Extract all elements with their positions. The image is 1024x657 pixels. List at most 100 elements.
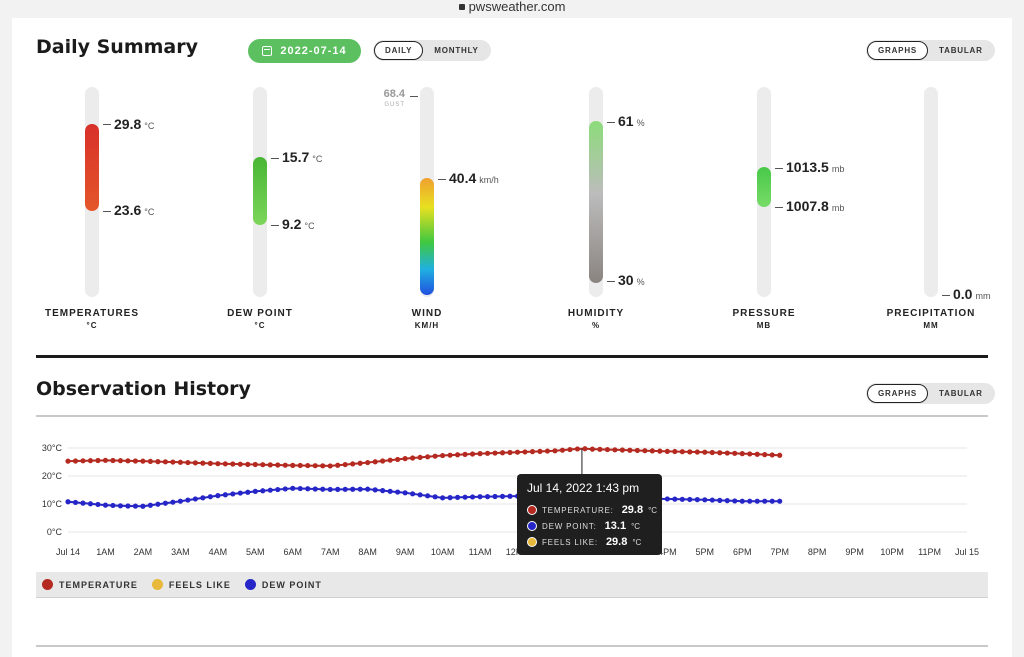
- dew-point-point: [769, 498, 775, 504]
- temperature-point: [425, 454, 431, 460]
- pressure-high-value: 1013.5 mb: [786, 159, 845, 175]
- x-tick-label: 3AM: [171, 547, 190, 557]
- dew-point-point: [372, 487, 378, 493]
- wind-gust-label: GUST: [384, 102, 405, 108]
- temperature-low-value: 23.6 °C: [114, 202, 155, 218]
- dew-point-point: [365, 486, 371, 492]
- x-tick-label: Jul 15: [955, 547, 979, 557]
- temperature-point: [72, 458, 79, 464]
- dew-point-point: [342, 486, 348, 492]
- dew-point-point: [117, 503, 124, 509]
- temperature-point: [747, 451, 753, 457]
- dew-point-point: [132, 503, 139, 509]
- date-label: 2022-07-14: [280, 45, 347, 57]
- temperature-point: [230, 461, 236, 467]
- temperature-point: [694, 449, 700, 455]
- x-tick-label: 8AM: [358, 547, 377, 557]
- dew-point-point: [275, 486, 281, 493]
- x-tick-label: 10AM: [431, 547, 455, 557]
- dew-point-point: [290, 485, 296, 491]
- x-tick-label: 5AM: [246, 547, 265, 557]
- temperature-point: [492, 450, 498, 456]
- address-bar[interactable]: pwsweather.com: [0, 0, 1024, 18]
- dew-point-point: [462, 494, 468, 500]
- dew-point-point: [140, 503, 146, 509]
- temperature-point: [469, 451, 476, 457]
- temperature-point: [260, 462, 266, 468]
- dew-point-point: [222, 492, 228, 498]
- history-graphs-option[interactable]: GRAPHS: [867, 384, 929, 403]
- temperature-point: [170, 459, 176, 465]
- legend-dew-point[interactable]: DEW POINT: [244, 579, 322, 590]
- temperature-point: [739, 451, 745, 457]
- temperature-point: [484, 450, 491, 456]
- temperature-point: [267, 462, 273, 468]
- dew-point-point: [297, 485, 303, 492]
- temperature-point: [507, 449, 513, 456]
- humidity-unit-label: %: [591, 321, 601, 330]
- wind-gust-value: 68.4: [383, 88, 405, 100]
- history-tabular-option[interactable]: TABULAR: [939, 389, 983, 398]
- temperature-point: [110, 457, 116, 464]
- dew-point-point: [469, 494, 476, 500]
- dew-point-point: [110, 502, 116, 509]
- dew-point-point: [102, 502, 109, 508]
- dew-point-point: [387, 488, 393, 494]
- dew-point-point: [282, 486, 288, 492]
- temperature-point: [642, 448, 648, 454]
- page-content: Daily Summary 2022-07-14 DAILY MONTHLY G…: [12, 18, 1012, 657]
- temperature-point: [544, 448, 551, 454]
- dew-point-point: [305, 486, 311, 492]
- temperature-point: [380, 458, 386, 464]
- temperature-point: [762, 452, 768, 458]
- tooltip-row-feels-like: FEELS LIKE: 29.8 °C: [527, 536, 641, 548]
- monthly-option[interactable]: MONTHLY: [434, 46, 479, 55]
- dew-point-point: [155, 501, 161, 507]
- dew-point-point: [762, 498, 768, 504]
- temperature-point: [327, 463, 333, 469]
- dew-point-point: [664, 496, 670, 502]
- temperature-point: [335, 462, 341, 468]
- temperature-point: [252, 461, 258, 468]
- temperature-point: [350, 461, 356, 467]
- temperature-point: [732, 450, 738, 456]
- tooltip-time: Jul 14, 2022 1:43 pm: [527, 481, 640, 495]
- dew-point-low-value: 9.2 °C: [282, 216, 315, 232]
- dew-point-point: [125, 503, 131, 509]
- dew-point-point: [747, 498, 753, 504]
- dew-point-point: [65, 499, 71, 505]
- legend-temperature[interactable]: TEMPERATURE: [42, 579, 138, 590]
- wind-label: WIND: [411, 308, 443, 319]
- temperature-point: [140, 458, 146, 464]
- temperature-point: [687, 449, 693, 455]
- date-picker-button[interactable]: 2022-07-14: [248, 39, 361, 63]
- daily-option[interactable]: DAILY: [374, 41, 424, 60]
- temperature-point: [102, 457, 109, 463]
- dew-point-point: [492, 493, 498, 500]
- summary-graphs-option[interactable]: GRAPHS: [867, 41, 929, 60]
- temperature-point: [132, 458, 139, 464]
- precipitation-label: PRECIPITATION: [886, 308, 976, 319]
- temperature-point: [387, 457, 393, 463]
- wind-unit-label: KM/H: [414, 321, 440, 330]
- summary-tabular-option[interactable]: TABULAR: [939, 46, 983, 55]
- temperature-gauge-fill: [85, 124, 99, 211]
- precipitation-unit-label: MM: [923, 321, 939, 330]
- dew-point-point: [192, 496, 198, 502]
- dew-point-point: [267, 487, 273, 493]
- temperature-point: [702, 449, 708, 455]
- humidity-high-value: 61%: [618, 113, 645, 129]
- dew-point-point: [499, 493, 506, 499]
- dew-point-point: [357, 486, 363, 492]
- observation-chart[interactable]: 0°C 10°C 20°C 30°C Jul 14 1AM 2AM 3AM 4AM 5AM 6AM…: [12, 428, 1012, 568]
- temperature-point: [395, 456, 401, 463]
- dew-point-point: [687, 496, 693, 503]
- temperature-point: [777, 452, 783, 458]
- legend-feels-like[interactable]: FEELS LIKE: [151, 579, 231, 590]
- temperature-point: [87, 458, 94, 464]
- legend-feels-like-dot: [151, 579, 163, 590]
- dew-point-point: [672, 496, 678, 502]
- chart-legend: TEMPERATURE FEELS LIKE DEW POINT: [36, 572, 988, 598]
- temperature-point: [439, 452, 446, 459]
- temperature-high-tick: [103, 124, 111, 125]
